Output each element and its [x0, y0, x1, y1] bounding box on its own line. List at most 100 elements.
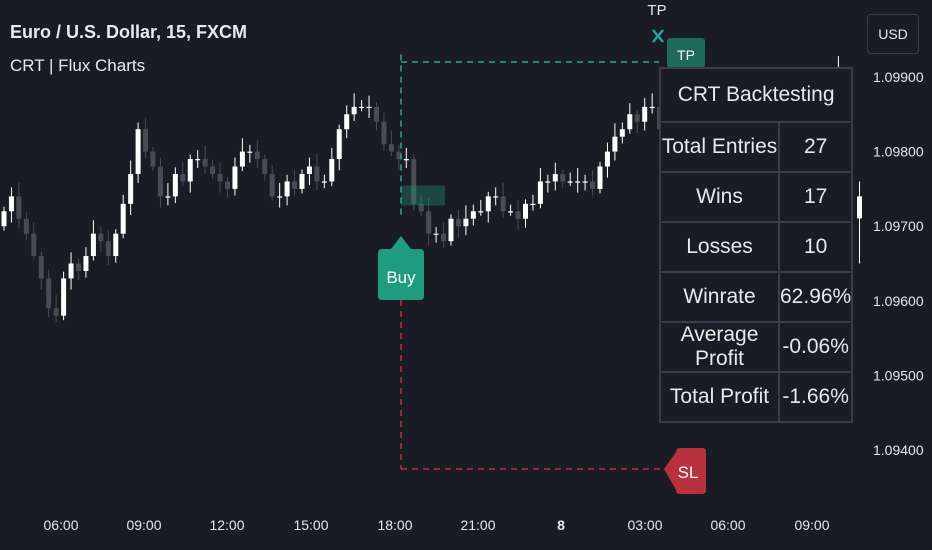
candle-body — [172, 173, 178, 197]
price-axis[interactable]: 1.09900 1.09800 1.09700 1.09600 1.09500 1.094… — [873, 69, 924, 458]
y-tick-label: 1.09900 — [873, 69, 924, 85]
candle-body — [448, 218, 454, 242]
candle-body — [120, 203, 126, 234]
table-cell-value: 10 — [777, 221, 854, 273]
candle-body — [105, 241, 111, 257]
table-cell-label: Total Entries — [659, 121, 780, 173]
x-tick-label: 09:00 — [794, 517, 829, 533]
candle-body — [1, 211, 7, 227]
y-tick-label: 1.09500 — [873, 367, 924, 383]
currency-button[interactable]: USD — [867, 14, 919, 54]
candle-body — [604, 151, 610, 167]
candle-body — [8, 196, 14, 212]
candle-body — [567, 181, 573, 183]
table-cell-value: -0.06% — [777, 321, 854, 373]
table-cell-value: 62.96% — [777, 271, 854, 323]
candle-body — [344, 114, 350, 130]
candle-body — [90, 233, 96, 257]
candle-body — [217, 173, 223, 182]
candle-body — [455, 218, 461, 227]
candle-body — [23, 218, 29, 234]
candle-body — [292, 181, 298, 189]
indicator-title[interactable]: CRT | Flux Charts — [10, 56, 146, 75]
candle-body — [545, 181, 551, 183]
table-cell-label: Losses — [659, 221, 780, 273]
candle-body — [485, 196, 491, 212]
candle-body — [254, 151, 260, 160]
candle-body — [537, 181, 543, 204]
tp-marker-label: TP — [647, 2, 666, 19]
table-row: Wins 17 — [659, 171, 854, 223]
tp-box-text: TP — [677, 47, 695, 63]
candle-body — [381, 121, 387, 145]
candle-body — [500, 196, 506, 212]
table-cell-label: Winrate — [659, 271, 780, 323]
candle-body — [165, 196, 171, 198]
candle-body — [336, 129, 342, 160]
candle-body — [582, 181, 588, 183]
x-tick-label: 06:00 — [43, 517, 78, 533]
sl-label-box — [664, 448, 706, 494]
candle-body — [38, 256, 44, 279]
candle-body — [210, 166, 216, 174]
y-tick-label: 1.09400 — [873, 442, 924, 458]
table-cell-label: Wins — [659, 171, 780, 223]
candle-body — [16, 196, 22, 219]
candle-body — [560, 173, 566, 182]
candle-body — [284, 181, 290, 197]
candle-body — [433, 233, 439, 235]
candle-body — [321, 181, 327, 183]
candle-body — [180, 173, 186, 182]
y-tick-label: 1.09600 — [873, 293, 924, 309]
candle-body — [470, 211, 476, 219]
candle-body — [552, 173, 558, 182]
table-cell-value: -1.66% — [777, 371, 854, 423]
candle-body — [83, 256, 89, 271]
candle-body — [232, 166, 238, 189]
x-tick-label: 12:00 — [209, 517, 244, 533]
candle-body — [61, 278, 67, 316]
candle-body — [634, 114, 640, 122]
candle-body — [157, 166, 163, 197]
candle-body — [269, 173, 275, 197]
x-tick-label: 03:00 — [627, 517, 662, 533]
candle-body — [612, 136, 618, 152]
candle-body — [31, 233, 37, 257]
table-row: Losses 10 — [659, 221, 854, 273]
candle-body — [329, 159, 335, 182]
candle-body — [515, 211, 521, 219]
table-row: Winrate 62.96% — [659, 271, 854, 323]
candle-body — [366, 106, 372, 109]
time-axis[interactable]: 06:00 09:00 12:00 15:00 18:00 21:00 8 03:00 06:0… — [43, 517, 829, 533]
candle-body — [575, 181, 581, 183]
x-tick-label: 8 — [557, 517, 565, 533]
candle-body — [195, 159, 201, 161]
candle-body — [135, 129, 141, 174]
candle-body — [642, 106, 648, 122]
candle-body — [426, 211, 432, 234]
candle-body — [46, 278, 52, 309]
candle-body — [411, 159, 417, 204]
candle-body — [239, 151, 245, 167]
trade-visualization: Buy TP TP SL — [378, 2, 862, 494]
candle-body — [76, 263, 81, 271]
y-tick-label: 1.09800 — [873, 144, 924, 160]
candle-body — [493, 196, 499, 198]
buy-label-box — [378, 236, 424, 300]
candle-body — [128, 173, 134, 204]
candle-body — [396, 151, 402, 160]
candle-body — [530, 203, 536, 206]
symbol-title[interactable]: Euro / U.S. Dollar, 15, FXCM — [10, 22, 248, 42]
x-tick-label: 06:00 — [710, 517, 745, 533]
x-tick-label: 09:00 — [126, 517, 161, 533]
candle-body — [523, 203, 528, 219]
x-tick-label: 15:00 — [293, 517, 328, 533]
table-cell-label: Total Profit — [659, 371, 780, 423]
candle-body — [187, 159, 193, 182]
candle-body — [441, 233, 447, 242]
candle-body — [374, 106, 379, 122]
candle-body — [597, 166, 603, 189]
candle-body — [627, 114, 633, 130]
candle-body — [225, 181, 230, 189]
candle-body — [247, 151, 253, 153]
